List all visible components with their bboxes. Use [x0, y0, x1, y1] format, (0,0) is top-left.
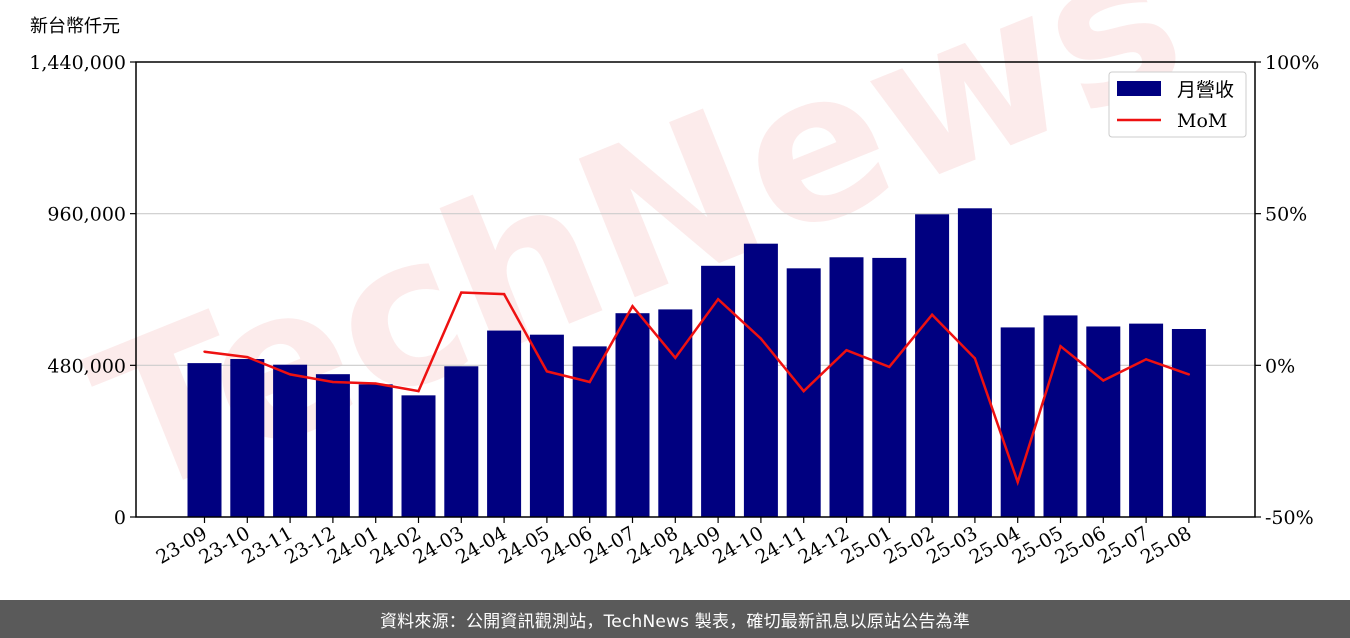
mom-point-25-05 — [1059, 345, 1062, 348]
mom-point-24-07 — [631, 304, 634, 308]
mom-point-25-06 — [1102, 379, 1105, 382]
bar-24-07 — [615, 313, 650, 517]
mom-point-23-11 — [288, 373, 292, 376]
mom-point-23-10 — [246, 355, 249, 359]
mom-point-24-04 — [502, 292, 506, 296]
mom-point-24-01 — [374, 382, 377, 385]
mom-point-23-12 — [331, 380, 335, 384]
mom-point-25-02 — [930, 313, 934, 316]
bar-24-12 — [829, 257, 864, 517]
left-tick-label-0: 0 — [114, 507, 126, 529]
left-tick-label-3: 1,440,000 — [29, 52, 126, 74]
bar-24-02 — [401, 395, 436, 517]
left-tick-label-2: 960,000 — [47, 204, 126, 226]
mom-point-24-09 — [716, 298, 720, 301]
plot-frame — [135, 61, 1256, 518]
mom-point-25-07 — [1144, 358, 1148, 361]
revenue-chart: 新台幣仟元 TechNews 0480,000960,0001,440,000 … — [29, 0, 1319, 569]
mom-point-24-06 — [588, 380, 591, 384]
mom-point-24-08 — [674, 356, 677, 359]
x-tick-label-25-08: 25-08 — [1137, 522, 1195, 568]
bar-25-08 — [1171, 328, 1206, 517]
bar-25-03 — [957, 208, 992, 517]
legend: 月營收 MoM — [1108, 71, 1247, 138]
footer-text: 資料來源：公開資訊觀測站，TechNews 製表，確切最新訊息以原站公告為準 — [379, 611, 970, 632]
mom-point-24-02 — [417, 389, 420, 393]
x-axis: 23-0923-1023-1123-1224-0124-0224-0324-04… — [153, 517, 1195, 569]
bar-23-10 — [230, 359, 265, 517]
left-tick-label-1: 480,000 — [47, 355, 126, 377]
mom-point-25-03 — [973, 357, 977, 360]
right-tick-label-3: 100% — [1265, 52, 1319, 74]
y-axis-unit-label: 新台幣仟元 — [30, 16, 120, 37]
right-tick-label-0: -50% — [1265, 507, 1314, 529]
bar-24-05 — [529, 334, 564, 517]
chart-container: 新台幣仟元 TechNews 0 480,000 960,000 1,440,000 … — [29, 0, 1319, 569]
bar-25-01 — [872, 257, 907, 517]
bar-24-10 — [743, 243, 778, 517]
mom-line — [204, 291, 1190, 487]
mom-point-24-10 — [759, 337, 763, 340]
bar-23-11 — [273, 364, 308, 517]
legend-bar-label: 月營收 — [1177, 79, 1234, 101]
mom-point-25-04 — [1016, 480, 1019, 484]
mom-point-23-09 — [203, 350, 206, 353]
legend-line-label: MoM — [1177, 110, 1227, 132]
left-y-axis: 0 480,000 960,000 1,440,000 — [29, 52, 136, 529]
bar-23-12 — [315, 374, 350, 517]
bar-25-06 — [1086, 326, 1121, 517]
mom-point-24-12 — [845, 348, 848, 352]
bar-25-04 — [1000, 327, 1035, 517]
bar-23-09 — [187, 363, 222, 517]
bar-25-02 — [915, 214, 950, 517]
right-y-axis: -50% 0% 50% 100% — [1255, 52, 1319, 529]
bar-series — [187, 208, 1206, 517]
right-tick-label-1: 0% — [1265, 355, 1295, 377]
bar-24-09 — [701, 265, 736, 517]
bar-24-06 — [572, 346, 607, 517]
mom-series — [203, 291, 1191, 487]
mom-point-24-05 — [545, 370, 549, 373]
bar-24-01 — [358, 384, 393, 517]
bar-25-07 — [1129, 323, 1164, 517]
right-tick-label-2: 50% — [1265, 204, 1307, 226]
source-footer: 資料來源：公開資訊觀測站，TechNews 製表，確切最新訊息以原站公告為準 — [0, 600, 1350, 638]
mom-point-24-03 — [460, 291, 463, 294]
mom-point-24-11 — [802, 389, 805, 393]
bar-24-03 — [444, 366, 479, 517]
bar-24-04 — [487, 330, 522, 517]
mom-point-25-01 — [888, 365, 891, 369]
legend-bar-swatch — [1117, 81, 1161, 96]
mom-point-25-08 — [1187, 373, 1191, 376]
